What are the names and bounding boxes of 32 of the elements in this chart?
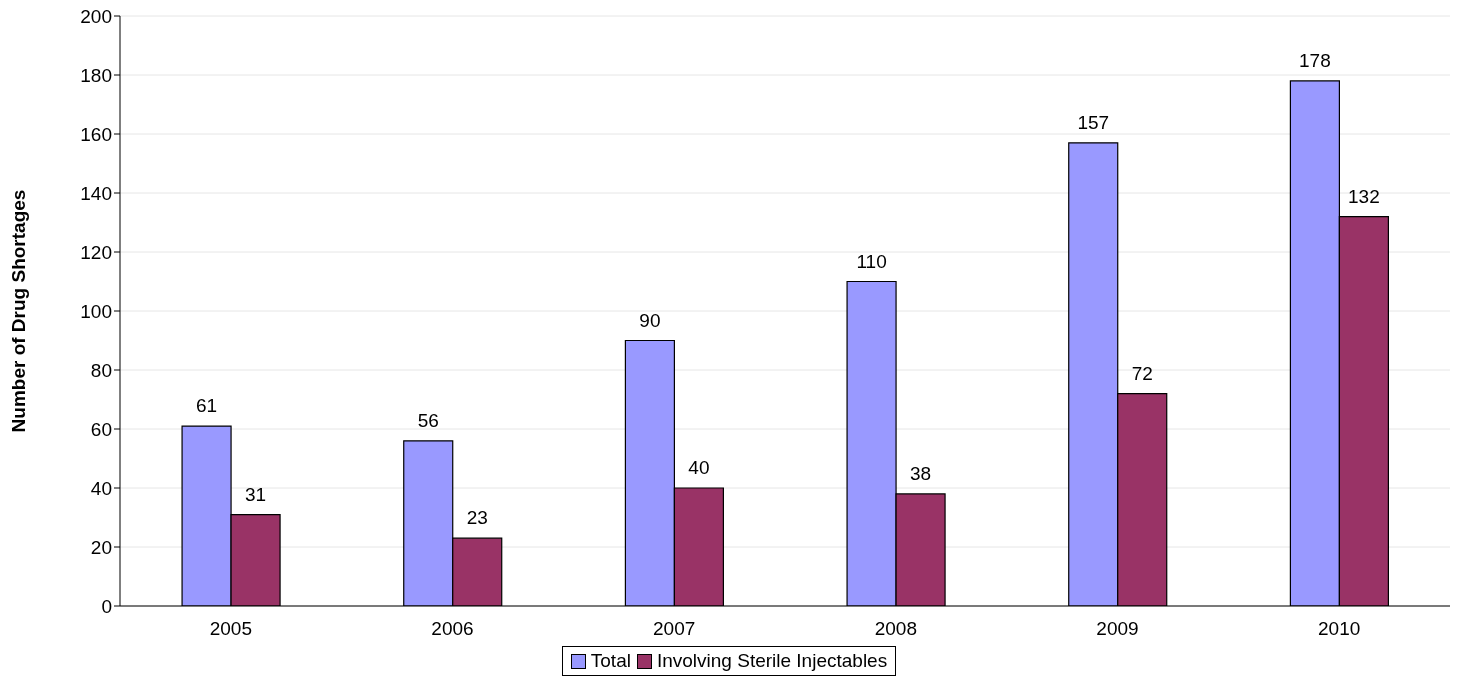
data-label: 40 <box>688 457 710 478</box>
data-label: 56 <box>417 409 439 431</box>
data-label: 31 <box>245 483 267 505</box>
data-label: 38 <box>910 462 932 484</box>
data-label: 132 <box>1348 185 1380 207</box>
data-label: 23 <box>466 507 488 529</box>
y-tick-label: 160 <box>80 123 112 145</box>
data-label: 178 <box>1299 49 1331 71</box>
y-tick-label: 120 <box>80 241 112 263</box>
y-axis-title: Number of Drug Shortages <box>7 189 29 433</box>
x-tick-label: 2005 <box>209 618 252 640</box>
y-tick-label: 200 <box>80 5 112 27</box>
data-label: 110 <box>856 250 887 272</box>
x-tick-label: 2010 <box>1318 618 1361 640</box>
legend-label: Involving Sterile Injectables <box>656 650 888 672</box>
y-tick-label: 0 <box>101 595 112 617</box>
x-tick-label: 2009 <box>1096 618 1139 640</box>
legend-label: Total <box>590 650 631 672</box>
y-tick-label: 60 <box>90 418 112 440</box>
y-tick-label: 80 <box>90 359 112 381</box>
data-label: 61 <box>196 395 218 417</box>
x-tick-label: 2006 <box>431 618 474 640</box>
y-tick-label: 100 <box>80 300 112 322</box>
data-label: 72 <box>1131 362 1153 384</box>
x-tick-label: 2007 <box>653 618 696 640</box>
y-tick-label: 40 <box>90 477 112 499</box>
y-tick-label: 140 <box>80 182 112 204</box>
data-label: 157 <box>1077 111 1110 133</box>
x-tick-label: 2008 <box>874 618 917 640</box>
data-label: 90 <box>639 309 661 331</box>
y-tick-label: 180 <box>80 64 112 86</box>
y-tick-label: 20 <box>90 536 112 558</box>
